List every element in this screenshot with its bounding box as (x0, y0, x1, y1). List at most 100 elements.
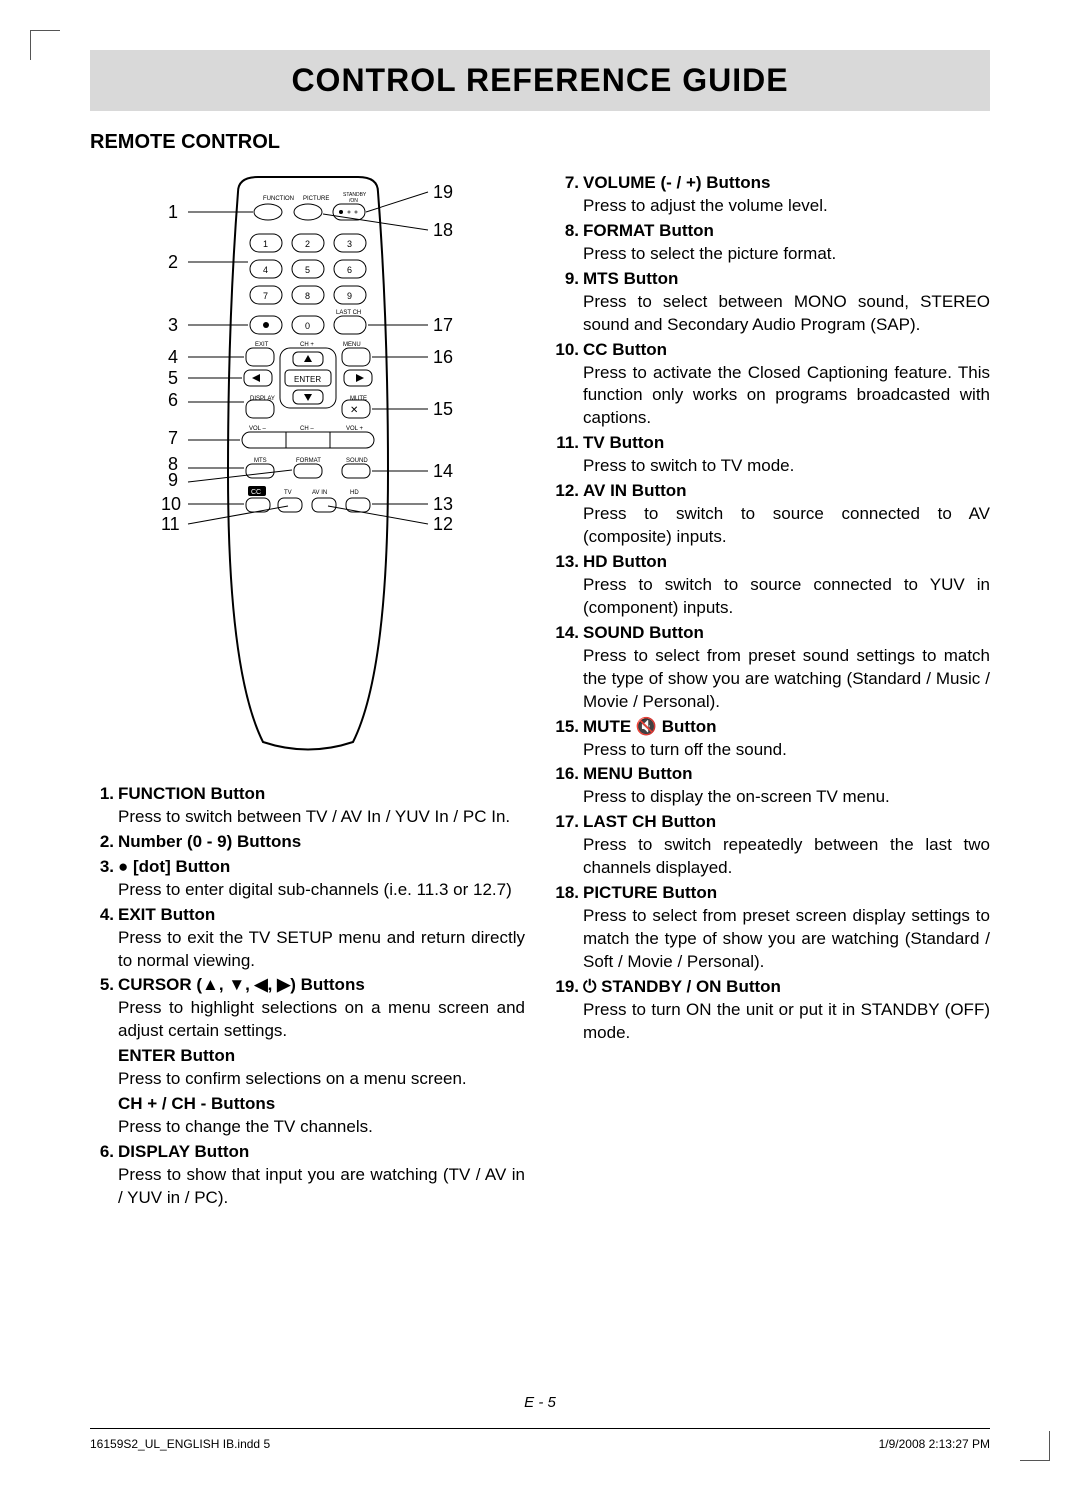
item-number: 12. (555, 480, 583, 549)
item-number: 5. (90, 974, 118, 1043)
svg-text:1: 1 (168, 202, 178, 222)
item-desc: Press to turn off the sound. (583, 739, 990, 762)
svg-text:3: 3 (347, 239, 352, 249)
item-desc: Press to show that input you are watchin… (118, 1164, 525, 1210)
item-name: ⏻ STANDBY / ON Button (583, 976, 990, 999)
svg-text:3: 3 (168, 315, 178, 335)
item-name: FORMAT Button (583, 220, 990, 243)
list-item: 18.PICTURE ButtonPress to select from pr… (555, 882, 990, 974)
svg-text:2: 2 (168, 252, 178, 272)
item-name: MUTE 🔇 Button (583, 716, 990, 739)
item-desc: Press to exit the TV SETUP menu and retu… (118, 927, 525, 973)
item-number: 2. (90, 831, 118, 854)
svg-text:12: 12 (433, 514, 453, 534)
list-item: 14.SOUND ButtonPress to select from pres… (555, 622, 990, 714)
svg-text:✕: ✕ (350, 405, 358, 416)
item-number: 15. (555, 716, 583, 762)
page-number: E - 5 (0, 1394, 1080, 1411)
svg-text:7: 7 (168, 428, 178, 448)
svg-text:MENU: MENU (343, 342, 361, 348)
item-name: TV Button (583, 432, 990, 455)
sub-desc: Press to change the TV channels. (118, 1116, 525, 1139)
svg-text:4: 4 (168, 347, 178, 367)
item-desc: Press to activate the Closed Captioning … (583, 362, 990, 431)
item-desc: Press to select between MONO sound, STER… (583, 291, 990, 337)
svg-text:0: 0 (305, 321, 310, 331)
svg-text:1: 1 (263, 239, 268, 249)
svg-text:SOUND: SOUND (346, 458, 368, 464)
svg-text:10: 10 (161, 494, 181, 514)
footer-timestamp: 1/9/2008 2:13:27 PM (879, 1437, 990, 1451)
svg-text:ENTER: ENTER (294, 375, 321, 384)
item-number: 3. (90, 856, 118, 902)
svg-text:5: 5 (168, 368, 178, 388)
item-name: CC Button (583, 339, 990, 362)
svg-text:8: 8 (305, 291, 310, 301)
svg-text:/ON: /ON (349, 198, 358, 204)
right-column: 7.VOLUME (- / +) ButtonsPress to adjust … (555, 172, 990, 1212)
svg-text:6: 6 (347, 265, 352, 275)
item-name: Number (0 - 9) Buttons (118, 831, 525, 854)
item-number: 16. (555, 763, 583, 809)
item-number: 6. (90, 1141, 118, 1210)
item-name: FUNCTION Button (118, 783, 525, 806)
item-name: CURSOR (▲, ▼, ◀, ▶) Buttons (118, 974, 525, 997)
item-number: 11. (555, 432, 583, 478)
item-desc: Press to switch to source connected to Y… (583, 574, 990, 620)
crop-corner-br (1020, 1431, 1050, 1461)
list-item: 16.MENU ButtonPress to display the on-sc… (555, 763, 990, 809)
item-desc: Press to select from preset screen displ… (583, 905, 990, 974)
sub-name: ENTER Button (118, 1045, 525, 1068)
remote-diagram: FUNCTION PICTURE STANDBY /ON 1 2 3 4 5 (90, 172, 525, 759)
svg-text:18: 18 (433, 220, 453, 240)
svg-text:VOL –: VOL – (249, 426, 266, 432)
sub-item: CH + / CH - ButtonsPress to change the T… (118, 1093, 525, 1139)
item-name: VOLUME (- / +) Buttons (583, 172, 990, 195)
sub-name: CH + / CH - Buttons (118, 1093, 525, 1116)
list-item: 2.Number (0 - 9) Buttons (90, 831, 525, 854)
item-number: 14. (555, 622, 583, 714)
item-number: 4. (90, 904, 118, 973)
crop-corner-tl (30, 30, 60, 60)
list-item: 7.VOLUME (- / +) ButtonsPress to adjust … (555, 172, 990, 218)
item-number: 10. (555, 339, 583, 431)
item-number: 9. (555, 268, 583, 337)
footer: 16159S2_UL_ENGLISH IB.indd 5 1/9/2008 2:… (90, 1428, 990, 1451)
item-number: 1. (90, 783, 118, 829)
item-name: MENU Button (583, 763, 990, 786)
svg-text:VOL +: VOL + (346, 426, 363, 432)
item-number: 13. (555, 551, 583, 620)
item-desc: Press to select from preset sound settin… (583, 645, 990, 714)
svg-text:9: 9 (168, 470, 178, 490)
list-item: 3.● [dot] ButtonPress to enter digital s… (90, 856, 525, 902)
svg-text:13: 13 (433, 494, 453, 514)
list-item: 13.HD ButtonPress to switch to source co… (555, 551, 990, 620)
item-number: 7. (555, 172, 583, 218)
svg-text:FORMAT: FORMAT (296, 458, 321, 464)
left-column: FUNCTION PICTURE STANDBY /ON 1 2 3 4 5 (90, 172, 525, 1212)
svg-text:4: 4 (263, 265, 268, 275)
list-item: 10.CC ButtonPress to activate the Closed… (555, 339, 990, 431)
list-item: 19.⏻ STANDBY / ON ButtonPress to turn ON… (555, 976, 990, 1045)
list-item: 12.AV IN ButtonPress to switch to source… (555, 480, 990, 549)
item-name: ● [dot] Button (118, 856, 525, 879)
svg-text:CH +: CH + (300, 342, 314, 348)
svg-text:PICTURE: PICTURE (303, 196, 329, 202)
item-desc: Press to enter digital sub-channels (i.e… (118, 879, 525, 902)
svg-text:19: 19 (433, 182, 453, 202)
svg-text:11: 11 (161, 514, 180, 534)
item-desc: Press to switch to TV mode. (583, 455, 990, 478)
item-name: EXIT Button (118, 904, 525, 927)
svg-text:7: 7 (263, 291, 268, 301)
item-desc: Press to switch between TV / AV In / YUV… (118, 806, 525, 829)
item-name: DISPLAY Button (118, 1141, 525, 1164)
item-desc: Press to switch repeatedly between the l… (583, 834, 990, 880)
svg-text:EXIT: EXIT (255, 342, 269, 348)
list-item: 17.LAST CH ButtonPress to switch repeate… (555, 811, 990, 880)
item-desc: Press to select the picture format. (583, 243, 990, 266)
list-item: 15.MUTE 🔇 ButtonPress to turn off the so… (555, 716, 990, 762)
svg-text:15: 15 (433, 399, 453, 419)
item-name: HD Button (583, 551, 990, 574)
svg-text:16: 16 (433, 347, 453, 367)
page-title: CONTROL REFERENCE GUIDE (90, 50, 990, 111)
